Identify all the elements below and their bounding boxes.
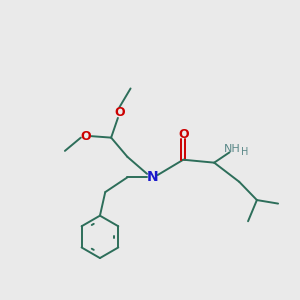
Text: O: O (81, 130, 92, 143)
Text: O: O (178, 128, 189, 142)
Text: H: H (241, 147, 248, 157)
Text: NH: NH (224, 144, 241, 154)
Text: N: N (146, 170, 158, 184)
Text: O: O (114, 106, 125, 119)
